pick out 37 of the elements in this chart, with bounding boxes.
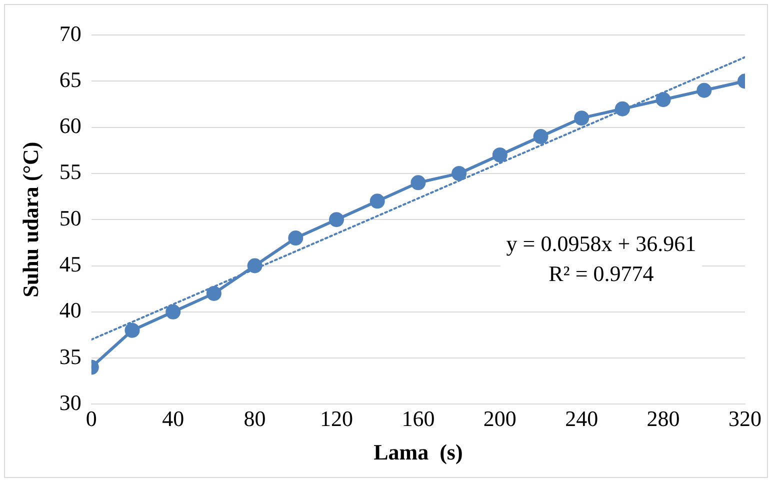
- y-tick-label: 60: [59, 113, 82, 138]
- x-tick-label: 320: [728, 406, 762, 432]
- point: [247, 258, 262, 274]
- point: [574, 110, 590, 126]
- y-tick-label: 40: [59, 298, 82, 323]
- y-tick-label: 45: [59, 252, 82, 277]
- point: [166, 304, 181, 320]
- point: [410, 175, 426, 190]
- y-tick-label: 35: [59, 344, 82, 369]
- y-axis-title: Suhu udara (°C): [18, 142, 43, 298]
- point: [329, 212, 344, 228]
- x-tick-label: 40: [162, 406, 184, 432]
- point: [370, 194, 385, 209]
- point: [614, 101, 630, 116]
- annotation: y = 0.0958x + 36.961: [506, 231, 696, 256]
- x-tick-label: 80: [244, 406, 266, 432]
- point: [492, 147, 508, 162]
- point: [124, 322, 140, 338]
- point: [288, 230, 304, 246]
- x-tick-label: 0: [86, 406, 97, 432]
- point: [452, 166, 467, 181]
- y-tick-label: 65: [59, 66, 82, 92]
- point: [656, 92, 671, 108]
- x-axis-title: Lama (s): [374, 439, 463, 464]
- y-tick-label: 50: [59, 205, 82, 230]
- x-tick-label: 280: [646, 406, 680, 432]
- x-tick-label: 200: [483, 406, 516, 432]
- annotation: R² = 0.9774: [548, 261, 654, 286]
- y-tick-label: 30: [59, 390, 82, 415]
- x-tick-label: 240: [565, 406, 598, 432]
- point: [696, 82, 712, 98]
- point: [533, 129, 548, 144]
- point: [206, 286, 222, 301]
- x-tick-label: 120: [320, 406, 353, 432]
- y-tick-label: 70: [59, 20, 82, 46]
- y-tick-label: 55: [59, 159, 82, 184]
- x-tick-label: 160: [402, 406, 435, 432]
